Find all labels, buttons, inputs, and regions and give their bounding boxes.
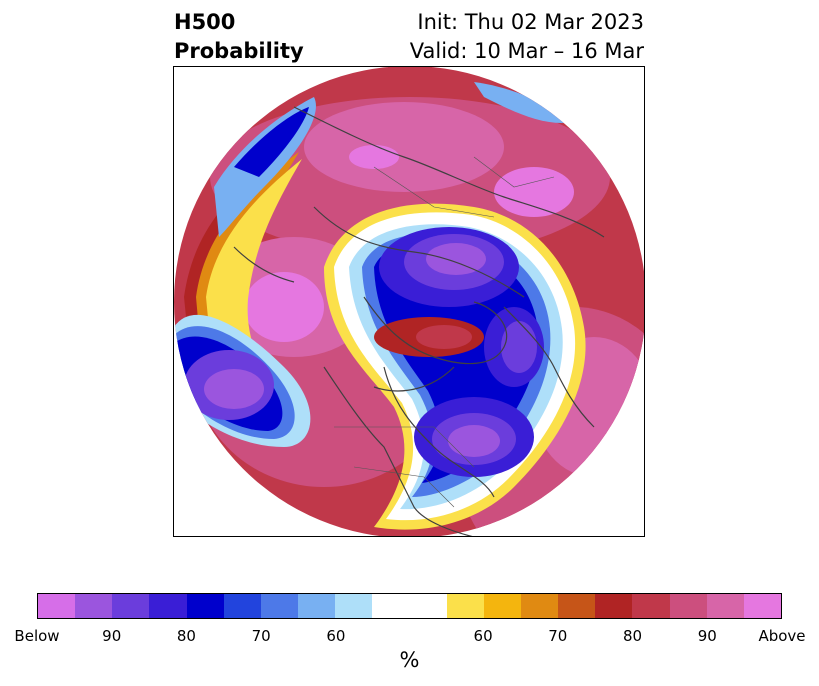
- product-subtitle: Probability: [174, 39, 304, 63]
- colorbar-swatch: [521, 594, 559, 618]
- colorbar-swatch: [298, 594, 336, 618]
- colorbar-tick-label: Above: [758, 627, 806, 645]
- colorbar-swatch: [112, 594, 150, 618]
- colorbar-swatch: [558, 594, 596, 618]
- colorbar-swatch: [149, 594, 187, 618]
- coastlines: [233, 106, 605, 536]
- valid-range: Valid: 10 Mar – 16 Mar: [409, 39, 644, 63]
- date-block: Init: Thu 02 Mar 2023 Valid: 10 Mar – 16…: [410, 8, 644, 66]
- legend-colorbar: [37, 593, 782, 619]
- colorbar-tick-label: 70: [251, 627, 271, 645]
- colorbar-tick-label: 60: [326, 627, 346, 645]
- legend-unit: %: [399, 648, 420, 672]
- colorbar-swatch: [706, 594, 744, 618]
- map-title: H500 Probability: [174, 8, 304, 66]
- colorbar-tick-label: 70: [548, 627, 568, 645]
- colorbar-swatch: [335, 594, 373, 618]
- map-canvas: [174, 67, 644, 536]
- legend-ticks: Below 90 80 70 60 60 70 80 90 Above: [14, 619, 805, 649]
- colorbar-tick-label: Below: [14, 627, 60, 645]
- colorbar-swatch: [669, 594, 707, 618]
- colorbar-swatch: [186, 594, 224, 618]
- colorbar-tick-label: 90: [102, 627, 122, 645]
- colorbar-swatch: [595, 594, 633, 618]
- colorbar-swatch: [483, 594, 522, 618]
- colorbar-tick-label: 90: [697, 627, 717, 645]
- probability-map: [173, 66, 645, 537]
- init-date: Init: Thu 02 Mar 2023: [417, 10, 644, 34]
- colorbar-tick-label: 80: [176, 627, 196, 645]
- colorbar-tick-label: 80: [623, 627, 643, 645]
- probability-field: [174, 67, 644, 536]
- colorbar-swatch: [260, 594, 299, 618]
- colorbar-swatch: [446, 594, 484, 618]
- colorbar-swatch: [75, 594, 113, 618]
- colorbar-swatch: [372, 594, 447, 618]
- colorbar-swatch: [223, 594, 261, 618]
- colorbar-swatch: [743, 594, 782, 618]
- colorbar-tick-label: 60: [473, 627, 493, 645]
- borders: [334, 156, 555, 508]
- colorbar-swatch: [632, 594, 670, 618]
- colorbar-swatch: [38, 594, 76, 618]
- product-label: H500: [174, 10, 236, 34]
